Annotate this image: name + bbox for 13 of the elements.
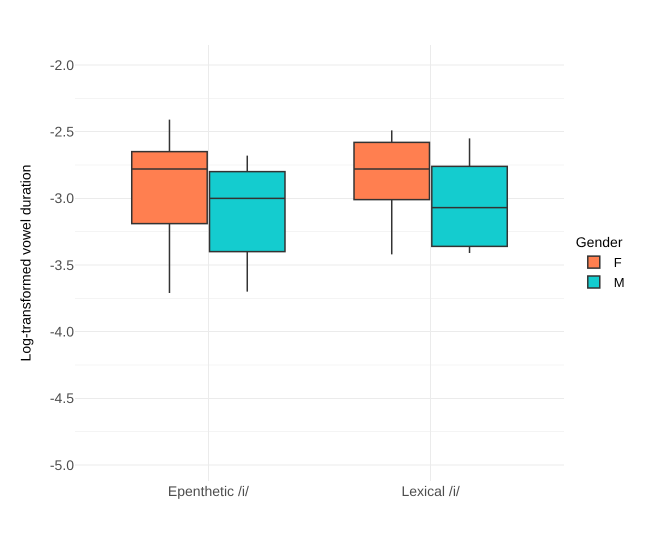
- x-tick-label: Epenthetic /i/: [168, 483, 249, 499]
- legend-label: M: [614, 275, 625, 290]
- y-axis-title: Log-transformed vowel duration: [17, 164, 34, 362]
- y-tick-label: -3.5: [50, 256, 74, 273]
- y-tick-label: -2.0: [50, 56, 74, 73]
- y-tick-label: -5.0: [50, 456, 74, 473]
- y-tick-label: -2.5: [50, 124, 74, 140]
- y-tick-label: -4.5: [50, 390, 74, 406]
- y-tick-label: -4.0: [50, 324, 74, 340]
- legend-label: F: [614, 255, 622, 270]
- x-tick-label: Lexical /i/: [401, 483, 460, 499]
- legend-title: Gender: [576, 234, 623, 250]
- y-tick-label: -3.0: [50, 190, 74, 206]
